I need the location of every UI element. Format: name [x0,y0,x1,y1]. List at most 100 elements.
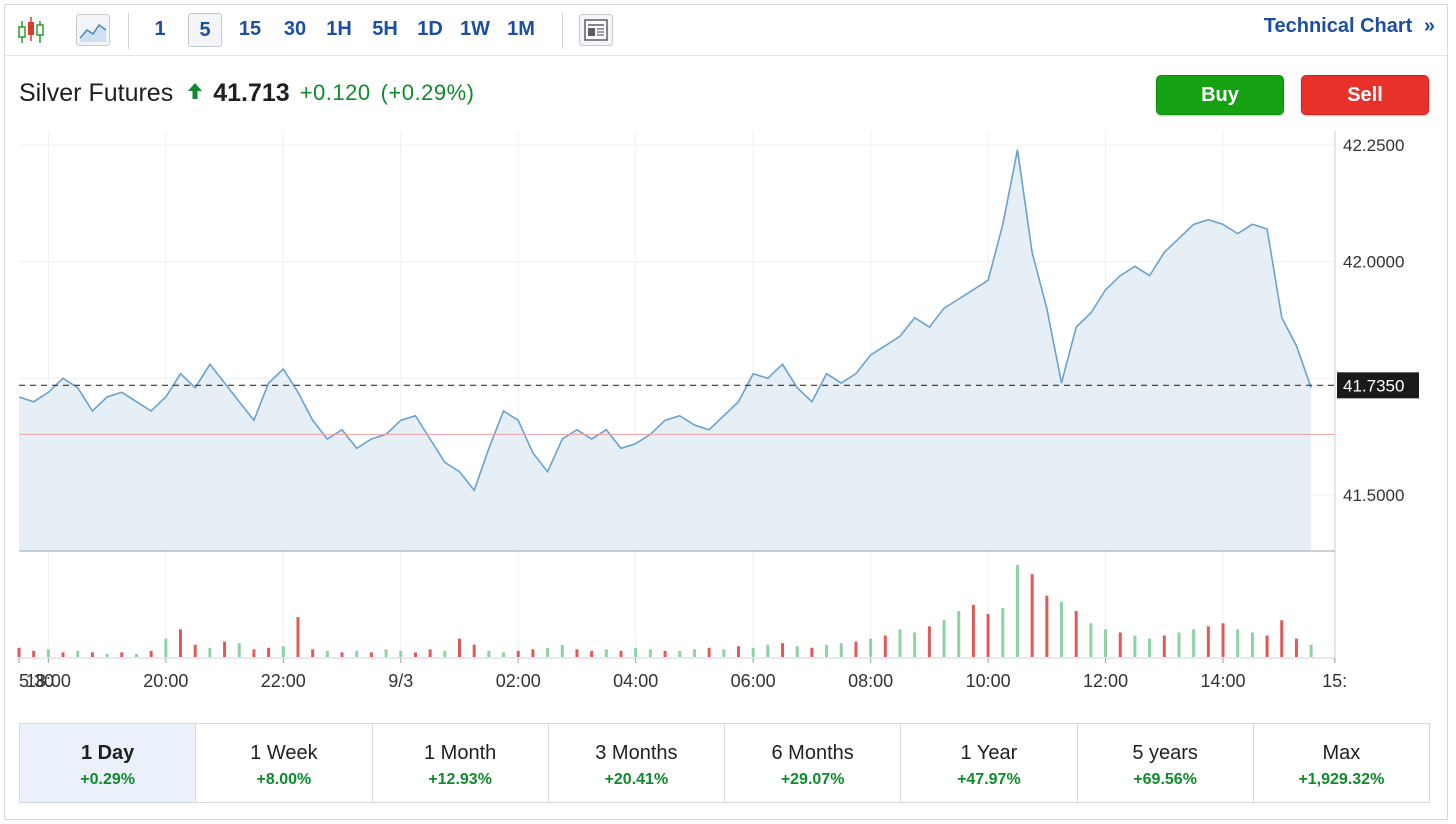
volume-bar [575,649,579,657]
volume-bar [1206,626,1210,657]
volume-bar [1192,629,1196,657]
current-price-tag [1337,372,1419,399]
period-1-month[interactable]: 1 Month +12.93% [373,724,549,802]
period-1-week[interactable]: 1 Week +8.00% [196,724,373,802]
x-tick-label: 04:00 [613,671,658,691]
timeframe-1h[interactable]: 1H [326,18,352,40]
volume-bar [692,649,696,657]
timeframe-5h[interactable]: 5H [372,18,398,40]
double-chevron-right-icon: » [1423,15,1435,37]
quote-header: Silver Futures 41.713 +0.120 (+0.29%) [19,73,474,113]
news-overlay-icon[interactable] [579,14,613,51]
volume-bar [722,649,726,657]
volume-bar [957,611,961,657]
candlestick-chart-icon[interactable] [17,13,47,52]
volume-bar [751,647,755,657]
volume-bar [766,644,770,657]
timeframe-1d[interactable]: 1D [417,18,443,40]
volume-bar [237,643,241,657]
x-tick-label: 06:00 [731,671,776,691]
volume-bar [487,650,491,657]
period-1-year[interactable]: 1 Year +47.97% [901,724,1078,802]
volume-bar [736,646,740,657]
chart-widget: 1 5 15 30 1H 5H 1D 1W 1M Technical Chart… [4,4,1448,820]
volume-bar [1060,601,1064,657]
period-label: 3 Months [595,742,678,764]
period-change: +29.07% [780,771,845,788]
volume-bar [663,650,667,657]
volume-bar [105,653,109,657]
period-change: +0.29% [80,771,135,788]
volume-bar [604,649,608,657]
period-max[interactable]: Max +1,929.32% [1254,724,1429,802]
volume-bar [913,632,917,657]
current-price-label: 41.7350 [1343,376,1404,395]
volume-bar [472,644,476,657]
volume-bar [1030,574,1034,657]
sell-button[interactable]: Sell [1301,75,1429,115]
volume-bar [61,652,65,657]
y-tick-label: 41.5000 [1343,486,1404,505]
y-tick-label: 42.0000 [1343,253,1404,272]
volume-bar [281,646,285,657]
volume-bar [516,650,520,657]
toolbar-divider [562,13,563,49]
area-chart-icon[interactable] [76,14,110,51]
price-area [19,149,1312,551]
volume-bar [869,638,873,657]
timeframe-5[interactable]: 5 [188,13,222,47]
volume-bar [619,650,623,657]
x-tick-label: 18:00 [26,671,71,691]
period-label: 1 Day [80,742,135,764]
volume-bar [17,647,21,657]
volume-bar [208,647,212,657]
volume-bar [179,629,183,657]
price-change: +0.120 [299,80,371,105]
timeframe-30[interactable]: 30 [283,18,307,40]
volume-bar [590,650,594,657]
period-5-years[interactable]: 5 years +69.56% [1078,724,1254,802]
x-tick-label: 02:00 [496,671,541,691]
volume-bar [1250,632,1254,657]
volume-bar [369,652,373,657]
period-1-day[interactable]: 1 Day +0.29% [20,724,197,802]
period-3-months[interactable]: 3 Months +20.41% [549,724,725,802]
period-change: +47.97% [957,771,1021,788]
period-change: +8.00% [256,771,312,788]
volume-bar [648,649,652,657]
period-6-months[interactable]: 6 Months +29.07% [725,724,902,802]
volume-bar [164,638,168,657]
price-chart[interactable]: Investing.com42.250042.000041.500041.735… [5,5,1449,705]
volume-bar [1177,632,1181,657]
volume-bar [311,649,315,657]
volume-bar [1015,565,1019,657]
volume-bar [193,644,197,657]
volume-bar [134,653,138,657]
period-label: 6 Months [771,742,854,764]
last-price: 41.713 [213,78,290,107]
volume-bar [1118,632,1122,657]
volume-bar [502,652,506,657]
volume-bar [781,643,785,657]
x-tick-label: 22:00 [261,671,306,691]
toolbar-divider [128,13,129,49]
volume-bar [678,650,682,657]
volume-bar [1294,638,1298,657]
volume-bar [413,652,417,657]
timeframe-1m[interactable]: 1M [507,18,535,40]
performance-periods: 1 Day +0.29% 1 Week +8.00% 1 Month +12.93% 3 M… [19,723,1430,803]
timeframe-15[interactable]: 15 [238,18,262,40]
volume-bar [1089,623,1093,657]
up-arrow-icon [187,82,203,105]
technical-chart-link[interactable]: Technical Chart » [1264,15,1435,38]
timeframe-1[interactable]: 1 [154,18,166,40]
volume-bar [854,641,858,657]
volume-bar [986,614,990,657]
volume-bar [325,650,329,657]
volume-bar [1104,629,1108,657]
volume-bar [428,649,432,657]
volume-bar [76,650,80,657]
buy-button[interactable]: Buy [1156,75,1284,115]
timeframe-1w[interactable]: 1W [460,18,490,40]
period-change: +1,929.32% [1298,771,1385,788]
